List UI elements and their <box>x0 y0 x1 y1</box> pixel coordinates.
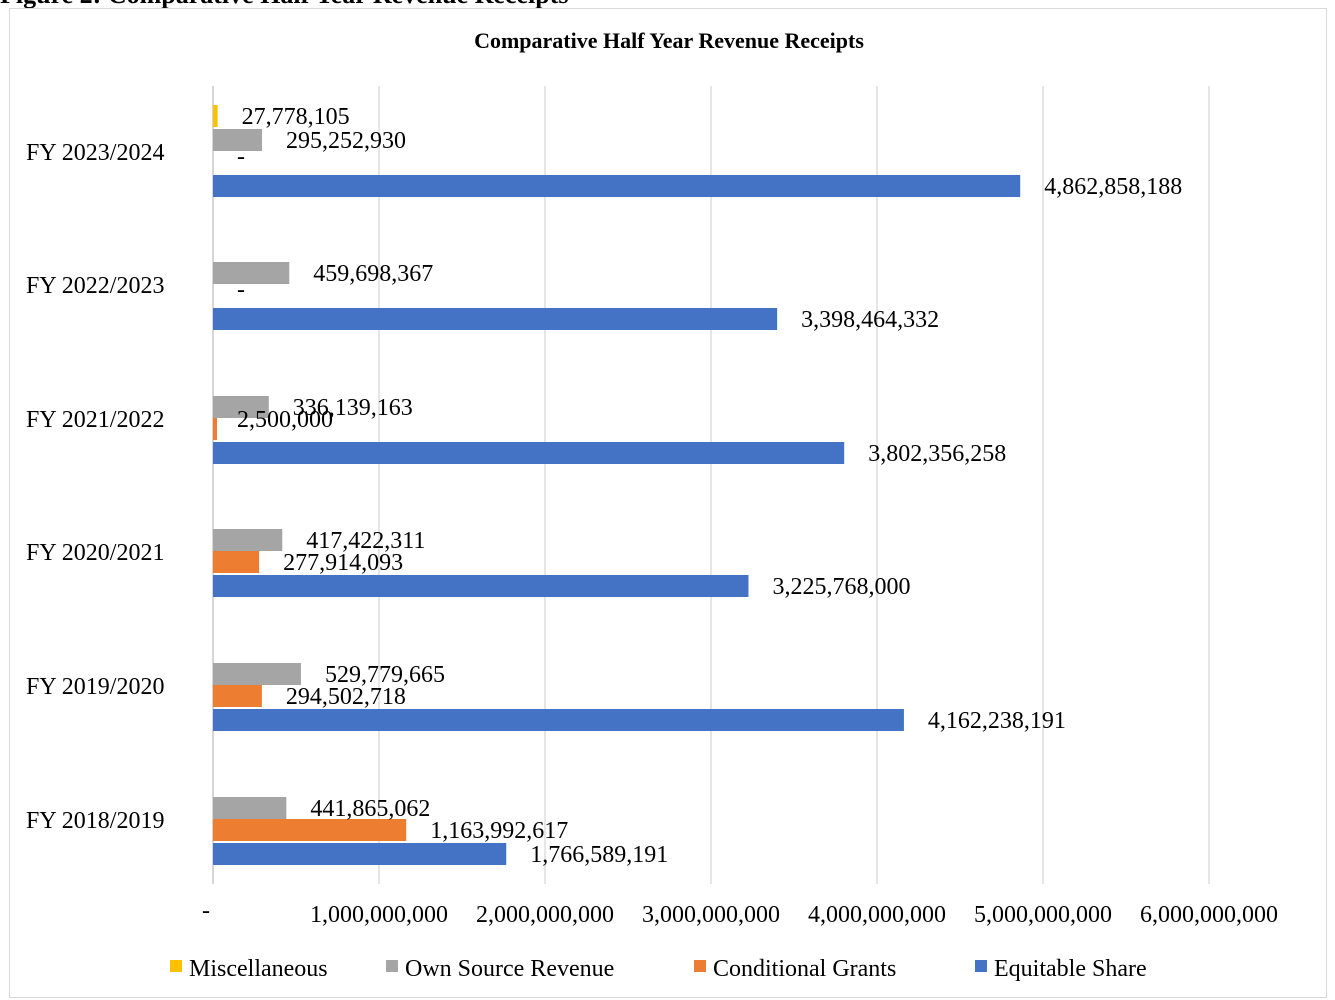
category-label: FY 2018/2019 <box>26 808 164 834</box>
data-label: 1,766,589,191 <box>530 842 668 868</box>
data-label: 3,802,356,258 <box>868 441 1006 467</box>
x-tick-label: 2,000,000,000 <box>476 902 614 928</box>
bar-own-source-revenue <box>213 663 301 685</box>
bar-miscellaneous <box>213 105 218 127</box>
legend-label: Miscellaneous <box>189 956 328 982</box>
data-label: 2,500,000 <box>237 407 333 433</box>
page-heading-strip: Figure 2: Comparative Half Year Revenue … <box>0 0 1335 8</box>
data-label: 1,163,992,617 <box>430 818 568 844</box>
bar-own-source-revenue <box>213 529 283 551</box>
x-tick-label: - <box>202 898 210 924</box>
data-label: - <box>237 144 245 170</box>
legend-swatch <box>170 960 182 972</box>
bar-conditional-grants <box>213 685 262 707</box>
category-label: FY 2023/2024 <box>26 140 164 166</box>
bar-conditional-grants <box>213 551 260 573</box>
data-label: 4,862,858,188 <box>1044 174 1182 200</box>
bar-own-source-revenue <box>213 262 290 284</box>
legend-label: Conditional Grants <box>713 956 896 982</box>
data-label: 277,914,093 <box>283 550 403 576</box>
data-label: 3,225,768,000 <box>772 574 910 600</box>
category-labels: FY 2023/2024 FY 2022/2023 FY 2021/2022 FY 2… <box>26 140 164 834</box>
bar-equitable-share <box>213 308 778 330</box>
bar-own-source-revenue <box>213 797 287 819</box>
category-label: FY 2019/2020 <box>26 674 164 700</box>
data-label: 529,779,665 <box>325 662 445 688</box>
data-label: 27,778,105 <box>242 104 350 130</box>
legend-swatch <box>694 960 706 972</box>
chart-frame <box>9 8 1327 998</box>
chart-title: Comparative Half Year Revenue Receipts <box>474 28 864 53</box>
legend-swatch <box>975 960 987 972</box>
bar-equitable-share <box>213 709 904 731</box>
data-label: 459,698,367 <box>313 261 433 287</box>
data-label: 4,162,238,191 <box>928 708 1066 734</box>
bar-equitable-share <box>213 575 749 597</box>
x-tick-label: 5,000,000,000 <box>974 902 1112 928</box>
category-label: FY 2022/2023 <box>26 273 164 299</box>
category-label: FY 2020/2021 <box>26 540 164 566</box>
bar-conditional-grants <box>213 819 407 841</box>
x-tick-label: 1,000,000,000 <box>310 902 448 928</box>
bar-conditional-grants <box>213 418 217 440</box>
bar-equitable-share <box>213 175 1021 197</box>
bars <box>213 105 1021 865</box>
page-heading: Figure 2: Comparative Half Year Revenue … <box>0 0 569 8</box>
x-tick-label: 6,000,000,000 <box>1140 902 1278 928</box>
x-tick-label: 4,000,000,000 <box>808 902 946 928</box>
data-label: 417,422,311 <box>306 528 425 554</box>
x-tick-label: 3,000,000,000 <box>642 902 780 928</box>
bar-own-source-revenue <box>213 129 263 151</box>
x-axis-ticks: - 1,000,000,000 2,000,000,000 3,000,000,000… <box>202 898 1278 928</box>
data-label: 441,865,062 <box>310 796 430 822</box>
data-label: 336,139,163 <box>293 395 413 421</box>
legend-label: Own Source Revenue <box>405 956 614 982</box>
legend-label: Equitable Share <box>994 956 1147 982</box>
gridlines <box>212 86 1210 884</box>
legend-swatch <box>386 960 398 972</box>
bar-equitable-share <box>213 843 507 865</box>
bar-own-source-revenue <box>213 396 269 418</box>
data-label: 3,398,464,332 <box>801 307 939 333</box>
data-label: 295,252,930 <box>286 128 406 154</box>
legend: Miscellaneous Own Source Revenue Condition… <box>170 956 1147 982</box>
data-label: 294,502,718 <box>286 684 406 710</box>
bar-equitable-share <box>213 442 845 464</box>
category-label: FY 2021/2022 <box>26 407 164 433</box>
data-label: - <box>237 277 245 303</box>
